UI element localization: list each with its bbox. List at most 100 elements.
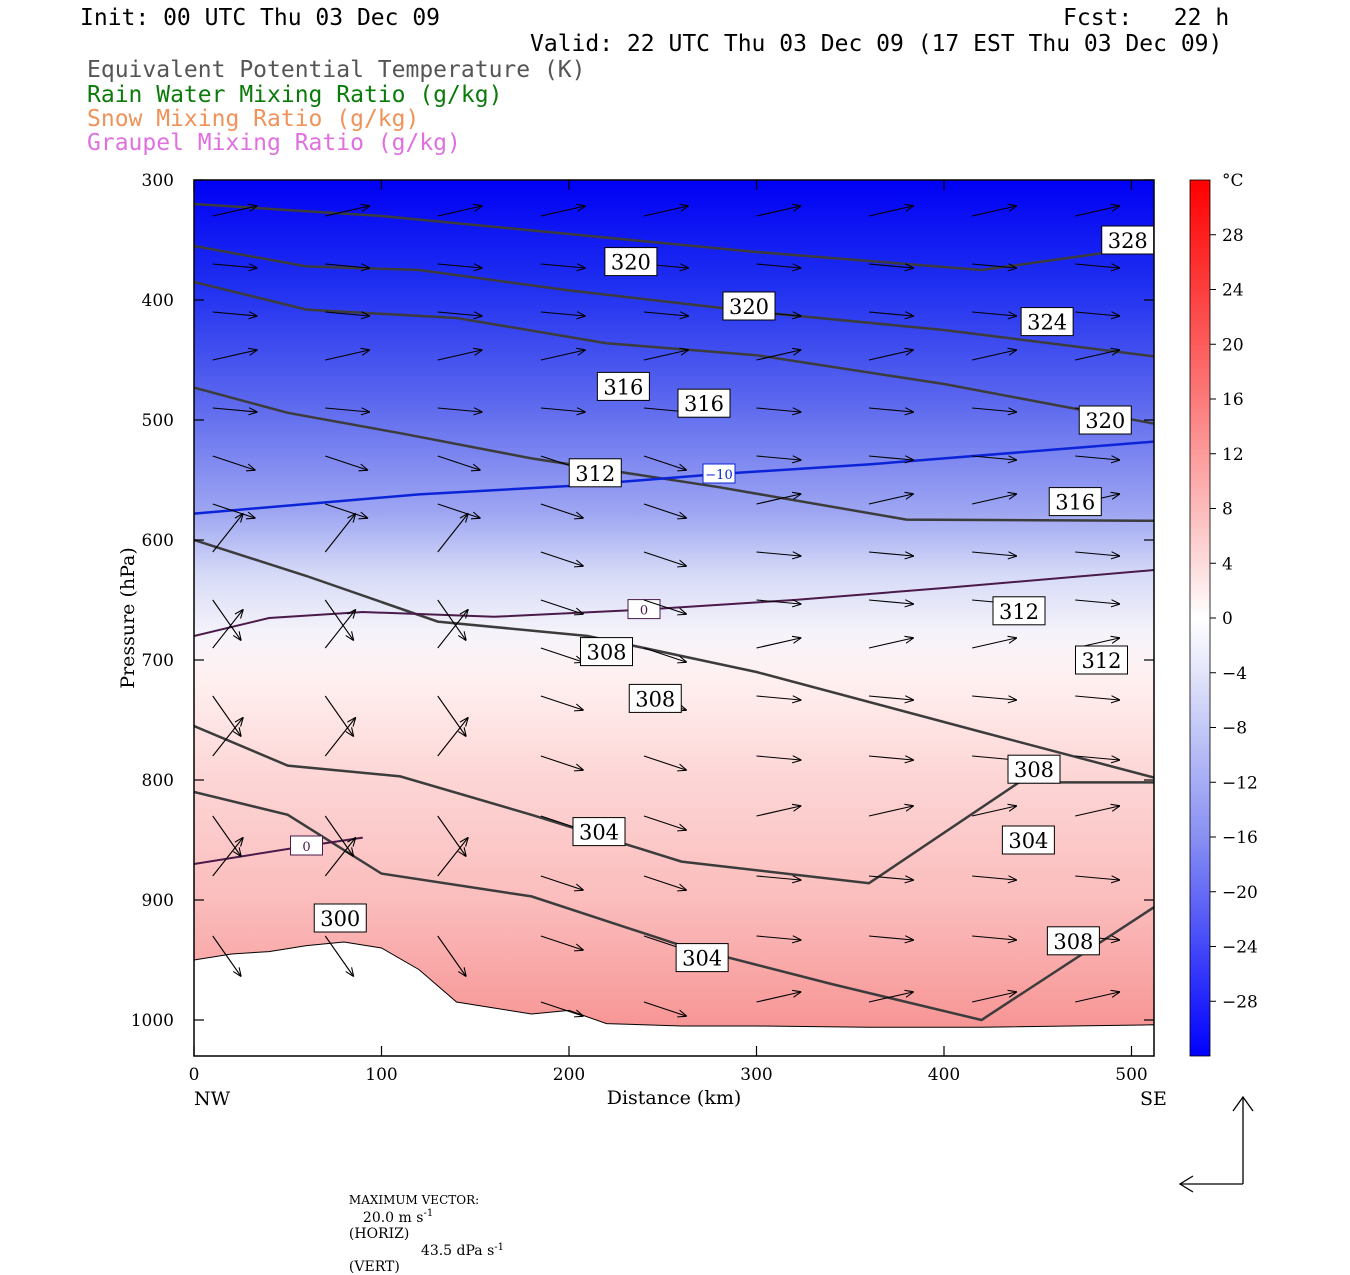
wind-vector (540, 206, 585, 217)
x-end-label-se: SE (1140, 1088, 1167, 1110)
wind-vector (1075, 806, 1119, 817)
wind-vector (756, 408, 801, 412)
legend-theta-e: Equivalent Potential Temperature (K) (87, 57, 586, 83)
colorbar-tick-label: 16 (1222, 390, 1244, 410)
theta-e-label: 312 (568, 458, 622, 488)
wind-vector (868, 552, 913, 556)
wind-vector (324, 815, 353, 856)
wind-vector (540, 695, 583, 710)
svg-text:316: 316 (1055, 491, 1095, 515)
wind-vector (868, 456, 913, 460)
wind-vector (540, 647, 583, 662)
forecast-hour: Fcst: 22 h (1063, 5, 1230, 31)
wind-vector (643, 206, 688, 217)
x-tick-label: 500 (1115, 1065, 1147, 1085)
wind-vector (972, 206, 1016, 217)
wind-vector (868, 756, 913, 760)
x-end-label-nw: NW (194, 1088, 231, 1110)
wind-vector (212, 312, 257, 316)
colorbar-tick-label: 8 (1222, 500, 1233, 520)
wind-vector (972, 456, 1016, 460)
colorbar-unit: °C (1222, 171, 1244, 191)
wind-vector (868, 806, 913, 817)
wind-vector (868, 312, 913, 316)
wind-vector (643, 599, 686, 614)
wind-vector (437, 408, 482, 412)
wind-vector (756, 876, 801, 880)
svg-text:308: 308 (1053, 930, 1093, 954)
isotherm-label: −10 (702, 463, 736, 484)
svg-text:308: 308 (1014, 758, 1054, 782)
legend-rain-water: Rain Water Mixing Ratio (g/kg) (87, 82, 503, 108)
x-tick-label: 400 (928, 1065, 960, 1085)
reference-vector-icon (1178, 1095, 1254, 1193)
svg-text:312: 312 (999, 600, 1039, 624)
wind-vector (1075, 312, 1119, 316)
wind-vector (756, 206, 801, 217)
wind-vector (324, 838, 355, 877)
wind-vector (540, 875, 583, 890)
wind-vector (868, 206, 913, 217)
cross-section-chart: −10 0 0 328 324 320 320 320 316 316 316 312 312 312 30… (117, 171, 1258, 1193)
wind-vector (437, 455, 480, 470)
wind-vector (437, 599, 466, 640)
wind-vector (868, 936, 913, 940)
theta-e-contour (194, 790, 1154, 1022)
svg-text:304: 304 (1008, 829, 1048, 853)
wind-vector (540, 503, 583, 518)
wind-vector (212, 514, 243, 553)
valid-time: Valid: 22 UTC Thu 03 Dec 09 (17 EST Thu … (530, 31, 1223, 57)
wind-vector (325, 264, 369, 268)
colorbar-tick-label: −12 (1222, 773, 1258, 793)
svg-text:312: 312 (575, 462, 615, 486)
wind-vector (643, 647, 686, 662)
theta-e-label: 320 (604, 247, 658, 277)
wind-vector (325, 408, 369, 412)
wind-vector (972, 408, 1016, 412)
wind-vector (643, 551, 686, 566)
svg-text:316: 316 (684, 392, 724, 416)
wind-vector (643, 815, 686, 830)
wind-vector (540, 350, 585, 361)
colorbar-tick-label: 12 (1222, 445, 1244, 465)
wind-vector (325, 312, 369, 316)
wind-vector (868, 876, 913, 880)
colorbar-tick-label: −16 (1222, 828, 1258, 848)
svg-text:308: 308 (635, 687, 675, 711)
svg-text:324: 324 (1027, 311, 1067, 335)
theta-e-contour (194, 244, 1154, 358)
wind-vector (1075, 876, 1119, 880)
wind-vector (972, 312, 1016, 316)
wind-vector (324, 935, 353, 976)
isotherm-minus-10 (194, 440, 1154, 515)
wind-vector (324, 695, 353, 736)
wind-vector (540, 408, 585, 412)
wind-vector (868, 600, 913, 604)
max-vector-vert: 43.5 dPa s (420, 1243, 495, 1260)
wind-vector (212, 695, 241, 736)
wind-vector (437, 610, 468, 649)
theta-e-label: 320 (1078, 405, 1132, 435)
svg-text:0: 0 (302, 840, 310, 855)
y-axis-label: Pressure (hPa) (117, 547, 139, 689)
wind-vector (540, 599, 583, 614)
wind-vector (540, 551, 583, 566)
y-tick-label: 300 (142, 171, 174, 191)
max-vector-horiz-exp: -1 (423, 1208, 434, 1219)
wind-vector (756, 756, 801, 760)
theta-e-label: 308 (580, 637, 633, 667)
wind-vector (212, 408, 257, 412)
wind-vector (540, 935, 583, 950)
wind-vector (756, 456, 801, 460)
theta-e-contour (194, 538, 1154, 779)
wind-vector (972, 696, 1016, 700)
colorbar-tick-label: 24 (1222, 281, 1244, 301)
isotherm-0 (194, 569, 1154, 637)
max-vector-vert-tag: (VERT) (348, 1259, 400, 1275)
max-vector-note: MAXIMUM VECTOR: 20.0 m s-1 (HORIZ) 43.5 … (340, 1176, 504, 1275)
max-vector-horiz-tag: (HORIZ) (348, 1225, 410, 1242)
theta-e-label: 328 (1101, 225, 1154, 255)
colorbar-tick-label: −24 (1222, 938, 1258, 958)
wind-vector (1075, 350, 1119, 361)
wind-vector (212, 455, 255, 470)
